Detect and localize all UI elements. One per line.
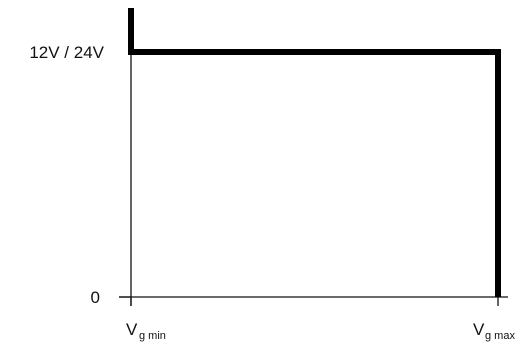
- x-tick-label-min: V g min: [126, 320, 166, 342]
- series-line: [128, 8, 501, 297]
- y-tick-label-12v-24v: 12V / 24V: [29, 43, 104, 62]
- y-tick-label-zero: 0: [91, 288, 100, 307]
- x-tick-label-min-main: V: [126, 320, 138, 339]
- x-tick-label-max-main: V: [473, 320, 485, 339]
- y-ticks: 0 12V / 24V: [29, 43, 131, 307]
- x-tick-label-max: V g max: [473, 320, 515, 342]
- x-ticks: V g min V g max: [126, 297, 515, 342]
- axes: [119, 8, 508, 306]
- x-tick-label-min-sub: g min: [139, 330, 166, 342]
- x-tick-label-max-sub: g max: [485, 330, 515, 342]
